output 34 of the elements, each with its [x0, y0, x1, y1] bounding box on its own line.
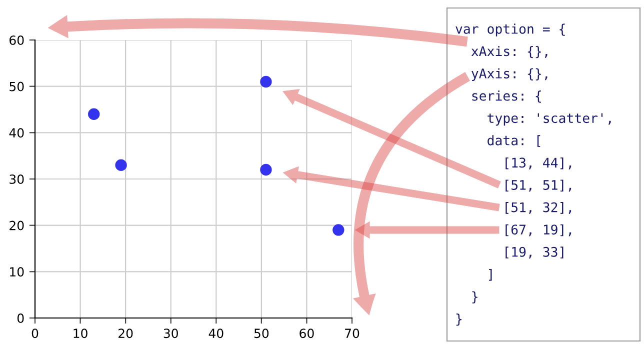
x-tick-label: 60	[300, 328, 314, 338]
text: series: {	[472, 90, 541, 103]
text: var option = {	[456, 24, 565, 36]
point	[115, 159, 127, 171]
text: yAxis: {},	[472, 68, 548, 82]
text: data: [	[488, 135, 540, 147]
x-tick-label: 40	[208, 328, 224, 338]
x-tick-label: 70	[345, 328, 360, 338]
point	[260, 164, 272, 176]
y-tick-label: 0	[17, 313, 24, 323]
text: [67, 19],	[506, 224, 572, 236]
x-tick-label: 0	[32, 328, 38, 338]
point	[332, 224, 344, 236]
text: xAxis: {},	[471, 46, 548, 58]
text: type: 'scatter',	[488, 113, 611, 126]
x-tick-label: 50	[254, 328, 269, 338]
x-tick-label: 10	[74, 328, 88, 338]
point	[260, 76, 272, 88]
text: [51, 32],	[506, 202, 572, 214]
y-tick-label: 20	[10, 220, 24, 230]
y-tick-label: 40	[9, 128, 24, 138]
x-tick-label: 20	[118, 328, 133, 338]
y-tick-label: 60	[10, 35, 24, 45]
x-tick-label: 30	[164, 328, 178, 338]
point	[88, 108, 100, 120]
y-tick-label: 50	[10, 82, 24, 92]
y-tick-label: 10	[10, 267, 24, 277]
y-tick-label: 30	[10, 174, 24, 184]
text: [19, 33]	[506, 246, 564, 259]
text: [51, 51],	[506, 180, 572, 192]
text: ]	[489, 268, 492, 281]
text: }	[472, 291, 478, 304]
text: [13, 44],	[506, 157, 572, 170]
text: }	[456, 314, 462, 326]
